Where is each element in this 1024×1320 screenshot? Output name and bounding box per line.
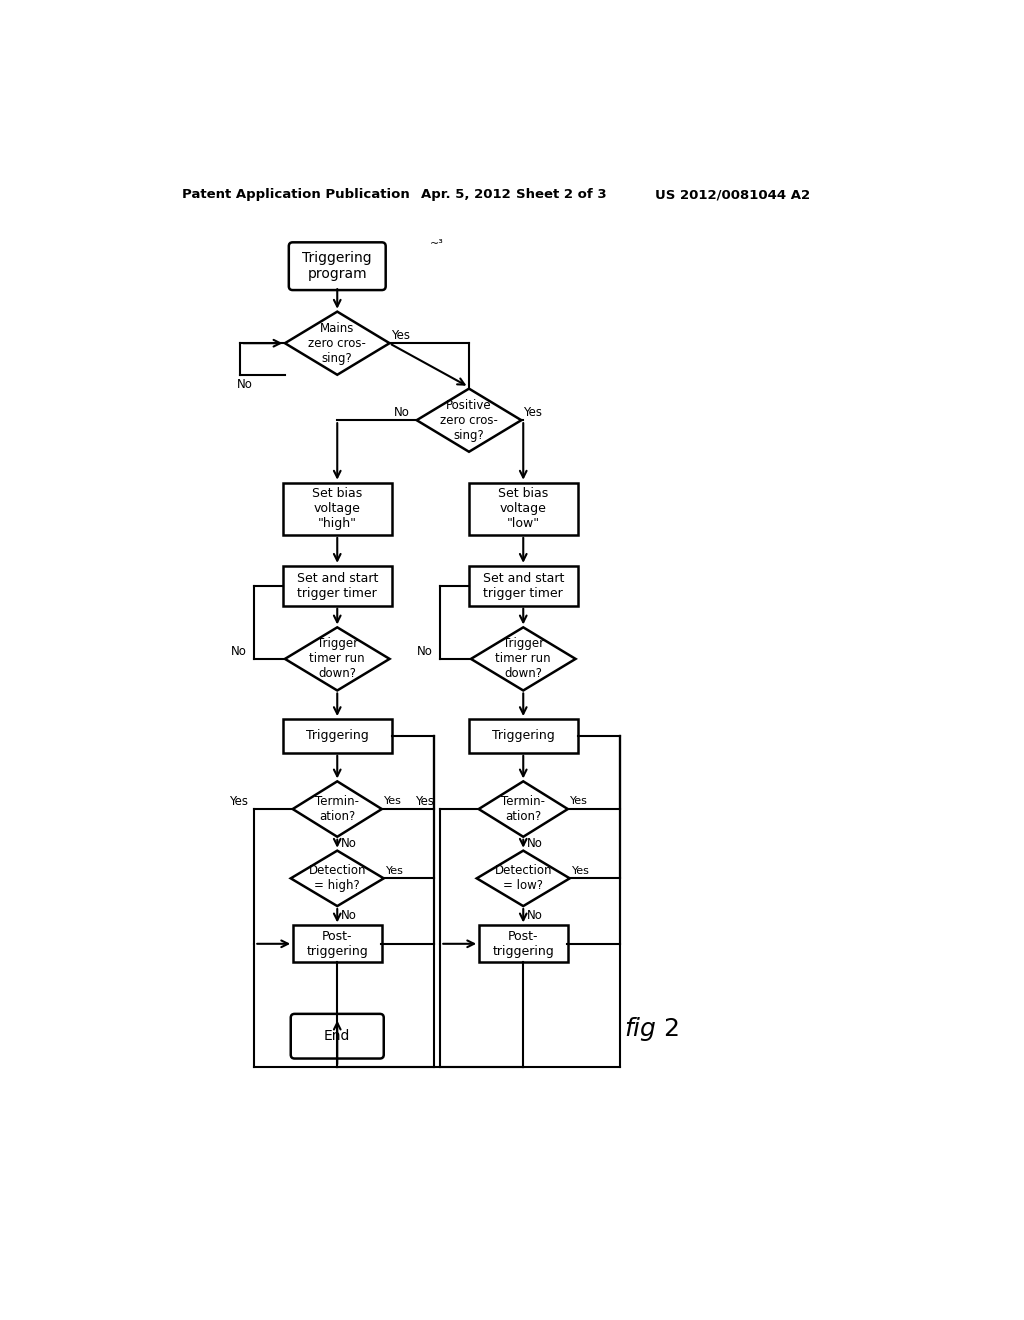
Text: No: No xyxy=(341,837,357,850)
Text: Sheet 2 of 3: Sheet 2 of 3 xyxy=(515,189,606,202)
Polygon shape xyxy=(477,850,569,906)
Text: Positive
zero cros-
sing?: Positive zero cros- sing? xyxy=(440,399,498,442)
Text: $\mathit{fig\ 2}$: $\mathit{fig\ 2}$ xyxy=(624,1015,679,1043)
FancyBboxPatch shape xyxy=(289,243,386,290)
Text: No: No xyxy=(237,378,252,391)
Polygon shape xyxy=(291,850,384,906)
Bar xyxy=(283,718,391,754)
Text: Patent Application Publication: Patent Application Publication xyxy=(182,189,410,202)
Text: Yes: Yes xyxy=(386,866,403,875)
Text: Termin-
ation?: Termin- ation? xyxy=(315,795,359,824)
Text: Triggering
program: Triggering program xyxy=(302,251,372,281)
Text: Yes: Yes xyxy=(384,796,401,807)
Text: Mains
zero cros-
sing?: Mains zero cros- sing? xyxy=(308,322,367,364)
Text: Trigger
timer run
down?: Trigger timer run down? xyxy=(496,638,551,680)
Text: End: End xyxy=(324,1030,350,1043)
Text: Trigger
timer run
down?: Trigger timer run down? xyxy=(309,638,366,680)
Text: No: No xyxy=(417,644,433,657)
Text: Apr. 5, 2012: Apr. 5, 2012 xyxy=(421,189,511,202)
Bar xyxy=(283,566,391,606)
Polygon shape xyxy=(417,388,521,451)
Text: No: No xyxy=(527,837,543,850)
Text: No: No xyxy=(231,644,247,657)
Bar xyxy=(469,483,578,535)
Polygon shape xyxy=(285,627,389,690)
Text: Post-
triggering: Post- triggering xyxy=(493,929,554,958)
Text: Set and start
trigger timer: Set and start trigger timer xyxy=(297,572,378,599)
Text: Triggering: Triggering xyxy=(306,730,369,742)
Polygon shape xyxy=(285,312,389,375)
Text: Post-
triggering: Post- triggering xyxy=(306,929,368,958)
Bar xyxy=(478,925,568,962)
Bar xyxy=(293,925,382,962)
Text: Yes: Yes xyxy=(416,795,434,808)
Text: No: No xyxy=(341,908,357,921)
Text: Yes: Yes xyxy=(391,329,411,342)
Bar xyxy=(283,483,391,535)
Text: Yes: Yes xyxy=(229,795,249,808)
Text: Yes: Yes xyxy=(572,866,590,875)
Bar xyxy=(469,566,578,606)
Polygon shape xyxy=(478,781,568,837)
Text: ~³: ~³ xyxy=(430,239,444,249)
Text: US 2012/0081044 A2: US 2012/0081044 A2 xyxy=(655,189,810,202)
Text: Set and start
trigger timer: Set and start trigger timer xyxy=(482,572,564,599)
Text: Termin-
ation?: Termin- ation? xyxy=(502,795,545,824)
Text: Yes: Yes xyxy=(569,796,588,807)
Polygon shape xyxy=(293,781,382,837)
Bar xyxy=(469,718,578,754)
Text: No: No xyxy=(527,908,543,921)
Text: Detection
= low?: Detection = low? xyxy=(495,865,552,892)
Text: Set bias
voltage
"low": Set bias voltage "low" xyxy=(498,487,549,531)
Text: No: No xyxy=(394,407,410,418)
Text: Yes: Yes xyxy=(523,407,543,418)
Polygon shape xyxy=(471,627,575,690)
Text: Triggering: Triggering xyxy=(492,730,555,742)
FancyBboxPatch shape xyxy=(291,1014,384,1059)
Text: Detection
= high?: Detection = high? xyxy=(308,865,366,892)
Text: Set bias
voltage
"high": Set bias voltage "high" xyxy=(312,487,362,531)
